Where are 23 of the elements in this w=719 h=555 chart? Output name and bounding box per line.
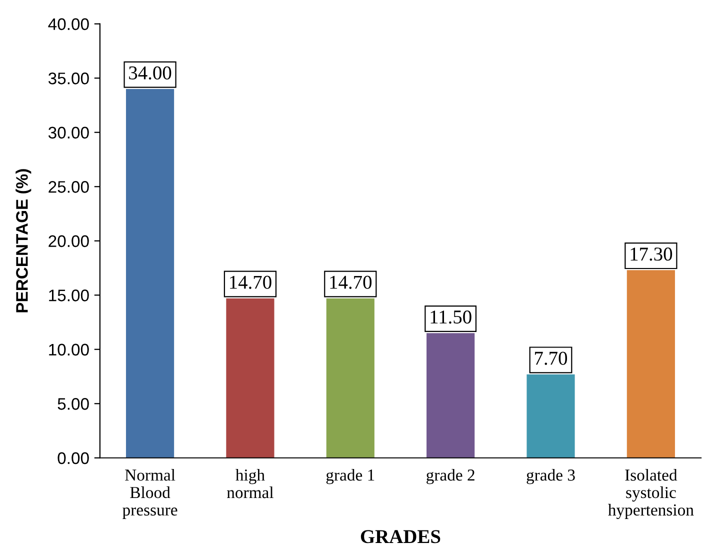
data-label: 14.70 [230, 276, 272, 289]
x-tick-label: grade 3 [526, 468, 575, 484]
data-label: 17.30 [630, 248, 672, 261]
y-tick-label: 35.00 [48, 72, 89, 84]
x-tick-label: grade 2 [426, 468, 474, 484]
y-tick-label: 15.00 [49, 290, 89, 302]
x-tick-label: Isolated systolic hypertension [608, 468, 694, 520]
y-tick-label: 25.00 [48, 181, 89, 193]
x-tick-label: grade 1 [326, 468, 374, 484]
y-tick-label: 20.00 [48, 235, 89, 248]
y-tick-label: 40.00 [48, 18, 89, 30]
x-tick-label: Normal Blood pressure [122, 468, 178, 519]
y-tick-label: 0.00 [58, 452, 89, 464]
y-tick-label: 30.00 [48, 126, 89, 139]
data-label: 34.00 [129, 66, 172, 80]
data-label: 11.50 [430, 310, 472, 324]
x-axis-title: GRADES [360, 530, 440, 544]
y-tick-label: 5.00 [58, 398, 89, 410]
data-label: 7.70 [535, 352, 568, 365]
data-label: 14.70 [330, 276, 372, 289]
y-tick-label: 10.00 [49, 344, 89, 356]
x-tick-label: high normal [226, 468, 274, 498]
y-axis-title: PERCENTAGE (%) [16, 169, 32, 312]
